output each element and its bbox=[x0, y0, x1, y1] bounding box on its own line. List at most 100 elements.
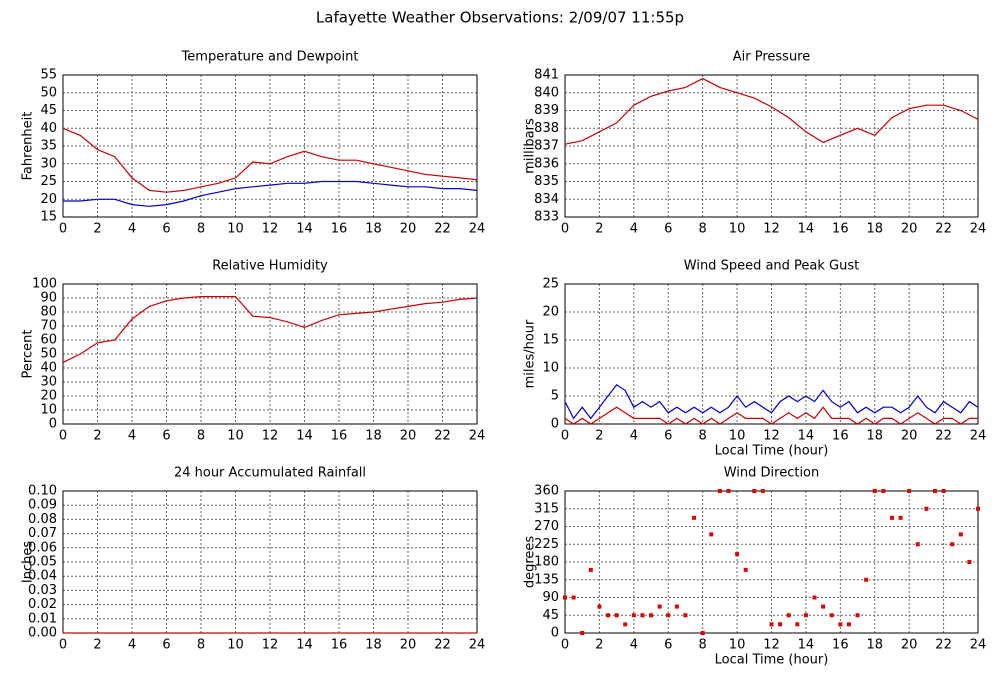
data-line bbox=[564, 77, 979, 145]
x-tick-label: 18 bbox=[365, 429, 382, 444]
x-tick-label: 14 bbox=[798, 638, 815, 653]
data-point bbox=[631, 613, 636, 618]
x-tick-label: 18 bbox=[365, 222, 382, 237]
x-tick-label: 6 bbox=[664, 222, 672, 237]
x-tick-label: 14 bbox=[296, 429, 313, 444]
y-tick-label: 60 bbox=[40, 333, 57, 348]
data-line bbox=[63, 180, 478, 207]
x-tick-label: 14 bbox=[296, 638, 313, 653]
x-tick-label: 6 bbox=[664, 429, 672, 444]
x-tick-label: 2 bbox=[595, 222, 603, 237]
data-point bbox=[588, 567, 593, 572]
y-tick-label: 50 bbox=[40, 347, 57, 362]
data-point bbox=[563, 595, 567, 600]
data-point bbox=[915, 542, 920, 547]
y-tick-label: 90 bbox=[542, 590, 559, 605]
x-tick-label: 12 bbox=[763, 222, 780, 237]
y-tick-label: 10 bbox=[40, 403, 57, 418]
x-tick-label: 4 bbox=[630, 638, 638, 653]
plot-frame bbox=[564, 490, 979, 634]
x-tick-label: 22 bbox=[935, 429, 952, 444]
y-axis-label: miles/hour bbox=[523, 319, 538, 388]
y-tick-label: 80 bbox=[40, 305, 57, 320]
data-point bbox=[855, 613, 860, 618]
x-tick-label: 0 bbox=[561, 429, 569, 444]
x-tick-label: 8 bbox=[699, 429, 707, 444]
data-point bbox=[614, 613, 619, 618]
y-tick-label: 35 bbox=[40, 139, 57, 154]
x-tick-label: 12 bbox=[262, 222, 279, 237]
x-tick-label: 4 bbox=[128, 222, 136, 237]
x-tick-label: 24 bbox=[469, 222, 486, 237]
x-axis-label: Local Time (hour) bbox=[715, 444, 829, 459]
y-tick-label: 315 bbox=[534, 501, 559, 516]
y-tick-label: 0 bbox=[49, 417, 57, 432]
y-tick-label: 0.09 bbox=[28, 498, 57, 513]
x-tick-label: 22 bbox=[434, 638, 451, 653]
x-tick-label: 8 bbox=[699, 222, 707, 237]
y-tick-label: 0 bbox=[551, 417, 559, 432]
y-tick-label: 834 bbox=[534, 192, 559, 207]
y-tick-label: 40 bbox=[40, 361, 57, 376]
data-point bbox=[846, 622, 851, 627]
x-tick-label: 16 bbox=[832, 638, 849, 653]
data-point bbox=[606, 613, 611, 618]
data-point bbox=[674, 604, 679, 609]
data-point bbox=[821, 604, 826, 609]
x-tick-label: 24 bbox=[469, 638, 486, 653]
x-tick-label: 20 bbox=[400, 638, 417, 653]
x-tick-label: 22 bbox=[935, 222, 952, 237]
x-tick-label: 22 bbox=[434, 222, 451, 237]
chart-title: Wind Direction bbox=[724, 466, 820, 481]
y-tick-label: 836 bbox=[534, 156, 559, 171]
plot-frame bbox=[62, 74, 478, 218]
x-tick-label: 8 bbox=[197, 429, 205, 444]
x-tick-label: 10 bbox=[227, 429, 244, 444]
y-tick-label: 20 bbox=[40, 192, 57, 207]
data-point bbox=[692, 515, 697, 520]
y-axis-label: Inches bbox=[21, 541, 36, 583]
x-tick-label: 24 bbox=[970, 429, 987, 444]
chart-title: Relative Humidity bbox=[212, 259, 328, 274]
plot-frame bbox=[62, 283, 478, 425]
y-tick-label: 0.04 bbox=[28, 569, 57, 584]
data-point bbox=[786, 613, 791, 618]
data-point bbox=[666, 613, 671, 618]
y-tick-label: 841 bbox=[534, 68, 559, 83]
data-point bbox=[778, 622, 783, 627]
data-point bbox=[649, 613, 654, 618]
y-axis-label: millibars bbox=[523, 118, 538, 174]
x-tick-label: 2 bbox=[93, 429, 101, 444]
y-axis-label: Percent bbox=[21, 330, 36, 379]
x-tick-label: 6 bbox=[162, 222, 170, 237]
data-point bbox=[941, 489, 946, 493]
y-tick-label: 833 bbox=[534, 210, 559, 225]
x-tick-label: 10 bbox=[227, 638, 244, 653]
y-tick-label: 0.07 bbox=[28, 526, 57, 541]
y-tick-label: 135 bbox=[534, 572, 559, 587]
x-tick-label: 22 bbox=[935, 638, 952, 653]
x-tick-label: 16 bbox=[832, 429, 849, 444]
y-tick-label: 25 bbox=[542, 277, 559, 292]
data-point bbox=[623, 622, 628, 627]
y-tick-label: 25 bbox=[40, 174, 57, 189]
y-tick-label: 90 bbox=[40, 291, 57, 306]
x-tick-label: 20 bbox=[400, 429, 417, 444]
x-tick-label: 18 bbox=[866, 222, 883, 237]
data-point bbox=[571, 595, 576, 600]
y-tick-label: 20 bbox=[40, 389, 57, 404]
y-tick-label: 180 bbox=[534, 555, 559, 570]
data-point bbox=[717, 489, 722, 493]
x-tick-label: 2 bbox=[93, 222, 101, 237]
plot-frame bbox=[564, 74, 979, 218]
y-tick-label: 0.00 bbox=[28, 626, 57, 641]
x-tick-label: 12 bbox=[262, 429, 279, 444]
data-point bbox=[580, 631, 585, 635]
x-axis-label: Local Time (hour) bbox=[715, 653, 829, 668]
data-point bbox=[812, 595, 817, 600]
x-tick-label: 0 bbox=[59, 222, 67, 237]
x-tick-label: 12 bbox=[763, 429, 780, 444]
x-tick-label: 8 bbox=[197, 222, 205, 237]
y-tick-label: 0.10 bbox=[28, 484, 57, 499]
